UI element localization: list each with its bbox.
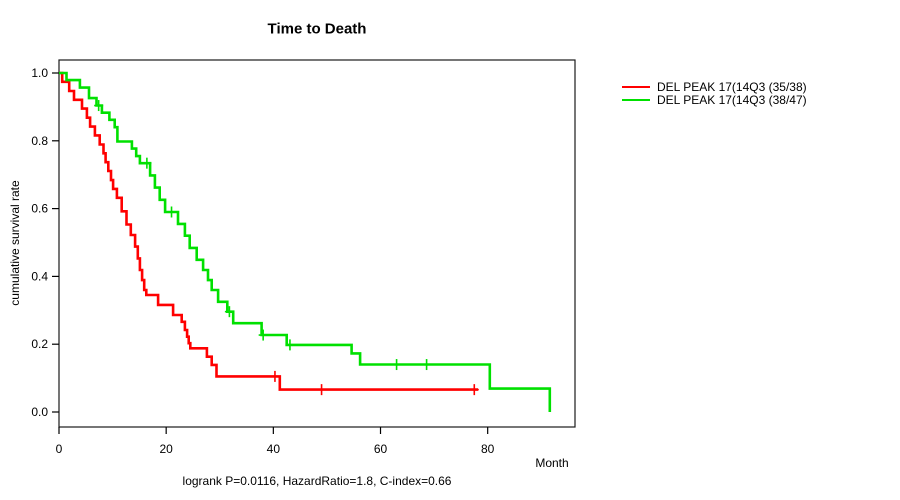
y-tick-label: 1.0 — [31, 66, 48, 80]
y-tick-label: 0.8 — [31, 134, 48, 148]
legend-item: DEL PEAK 17(14Q3 (38/47) — [622, 92, 807, 107]
x-tick-label: 20 — [159, 442, 173, 456]
chart-title: Time to Death — [267, 20, 367, 38]
legend-line-red — [622, 85, 650, 88]
x-tick-label: 60 — [374, 442, 388, 456]
x-tick-label: 0 — [56, 442, 63, 456]
legend-label: DEL PEAK 17(14Q3 (35/38) — [657, 79, 807, 94]
y-tick-label: 0.0 — [31, 405, 48, 419]
y-tick-label: 0.4 — [31, 269, 48, 283]
x-tick-label: 40 — [267, 442, 281, 456]
legend: DEL PEAK 17(14Q3 (35/38) DEL PEAK 17(14Q… — [622, 79, 807, 107]
legend-line-green — [622, 98, 650, 101]
x-tick-label: 80 — [481, 442, 495, 456]
plot-border — [58, 59, 576, 428]
survival-curve-green — [59, 71, 552, 412]
statistics-annotation: logrank P=0.0116, HazardRatio=1.8, C-ind… — [182, 474, 452, 488]
survival-curve-red — [59, 71, 478, 391]
y-tick-label: 0.6 — [31, 202, 48, 216]
legend-label: DEL PEAK 17(14Q3 (38/47) — [657, 92, 807, 107]
x-axis-title: Month — [535, 456, 569, 470]
y-axis-title: cumulative survival rate — [8, 180, 22, 306]
legend-item: DEL PEAK 17(14Q3 (35/38) — [622, 79, 807, 94]
y-tick-label: 0.2 — [31, 337, 48, 351]
